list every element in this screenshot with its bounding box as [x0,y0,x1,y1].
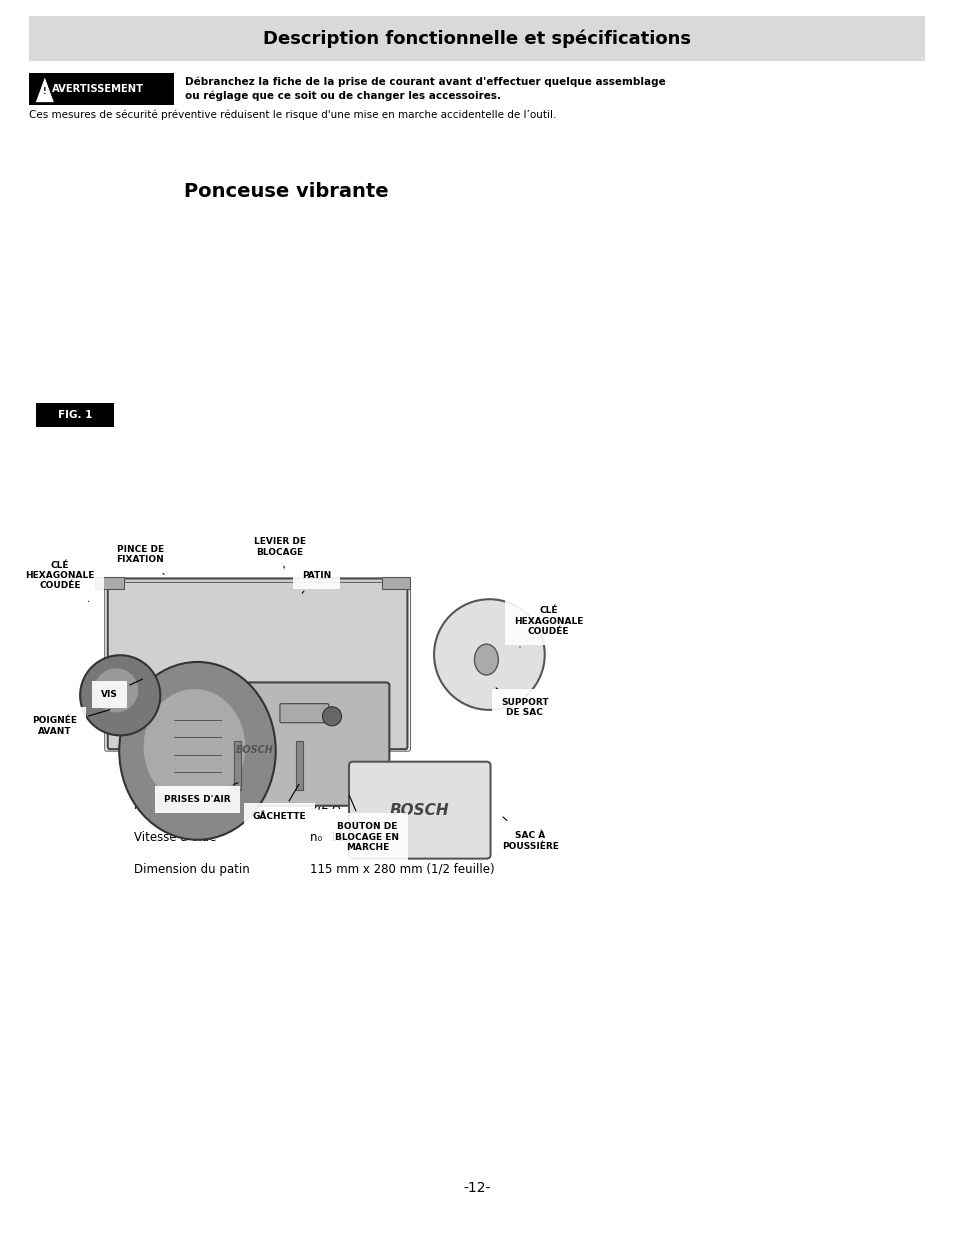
Text: Dimension du patin: Dimension du patin [133,863,249,876]
Text: n₀  11,000/min: n₀ 11,000/min [310,831,396,844]
FancyBboxPatch shape [295,741,303,790]
FancyBboxPatch shape [279,704,329,722]
FancyBboxPatch shape [233,741,241,790]
Text: PRISES D'AIR: PRISES D'AIR [164,783,237,804]
Circle shape [434,599,544,710]
FancyBboxPatch shape [145,683,389,805]
Circle shape [80,656,160,735]
Ellipse shape [144,689,245,805]
Text: Débranchez la fiche de la prise de courant avant d'effectuer quelque assemblage
: Débranchez la fiche de la prise de coura… [185,77,665,101]
Circle shape [322,706,341,726]
Text: 115 mm x 280 mm (1/2 feuille): 115 mm x 280 mm (1/2 feuille) [310,863,495,876]
Text: BOSCH: BOSCH [390,803,449,818]
FancyBboxPatch shape [29,73,173,105]
Text: BOUTON DE
BLOCAGE EN
MARCHE: BOUTON DE BLOCAGE EN MARCHE [335,795,399,852]
Text: SUPPORT
DE SAC: SUPPORT DE SAC [496,688,548,718]
Text: POIGNÉE
AVANT: POIGNÉE AVANT [31,710,110,736]
Text: !: ! [43,86,47,96]
Text: Tension nominale: Tension nominale [133,767,236,779]
Ellipse shape [474,645,497,676]
Text: Ces mesures de sécurité préventive réduisent le risque d'une mise en marche acci: Ces mesures de sécurité préventive rédui… [29,110,556,121]
Text: LEVIER DE
BLOCAGE: LEVIER DE BLOCAGE [253,537,305,568]
Text: PINCE DE
FIXATION: PINCE DE FIXATION [116,545,164,574]
Text: Vitesse à vide: Vitesse à vide [133,831,215,844]
Polygon shape [35,77,54,103]
Text: 120 V ∼ 50 à 60Hz: 120 V ∼ 50 à 60Hz [310,767,420,779]
FancyBboxPatch shape [381,577,410,589]
Text: 1293D: 1293D [310,735,349,747]
Text: Description fonctionnelle et spécifications: Description fonctionnelle et spécificati… [263,30,690,47]
Text: GÂCHETTE: GÂCHETTE [253,784,306,821]
Text: Intensité nominale: Intensité nominale [133,799,244,811]
FancyBboxPatch shape [29,16,924,61]
FancyBboxPatch shape [108,578,407,750]
Text: SAC À
POUSSIÈRE: SAC À POUSSIÈRE [501,816,558,851]
Text: -12-: -12- [463,1181,490,1195]
Text: PATIN: PATIN [302,571,331,593]
Circle shape [94,668,138,713]
Text: CLÉ
HEXAGONALE
COUDÉE: CLÉ HEXAGONALE COUDÉE [514,606,582,647]
Ellipse shape [119,662,275,840]
Text: Numéro de modèle: Numéro de modèle [133,735,247,747]
Text: AVERTISSEMENT: AVERTISSEMENT [52,84,144,94]
FancyBboxPatch shape [95,577,124,589]
Text: FIG. 1: FIG. 1 [58,410,92,420]
Text: CLÉ
HEXAGONALE
COUDÉE: CLÉ HEXAGONALE COUDÉE [26,561,94,601]
FancyBboxPatch shape [349,762,490,858]
Text: BOSCH: BOSCH [236,745,274,755]
Text: Ponceuse vibrante: Ponceuse vibrante [184,182,388,201]
FancyBboxPatch shape [36,403,114,427]
Text: VIS: VIS [101,679,142,699]
Text: 3,2 A: 3,2 A [310,799,340,811]
